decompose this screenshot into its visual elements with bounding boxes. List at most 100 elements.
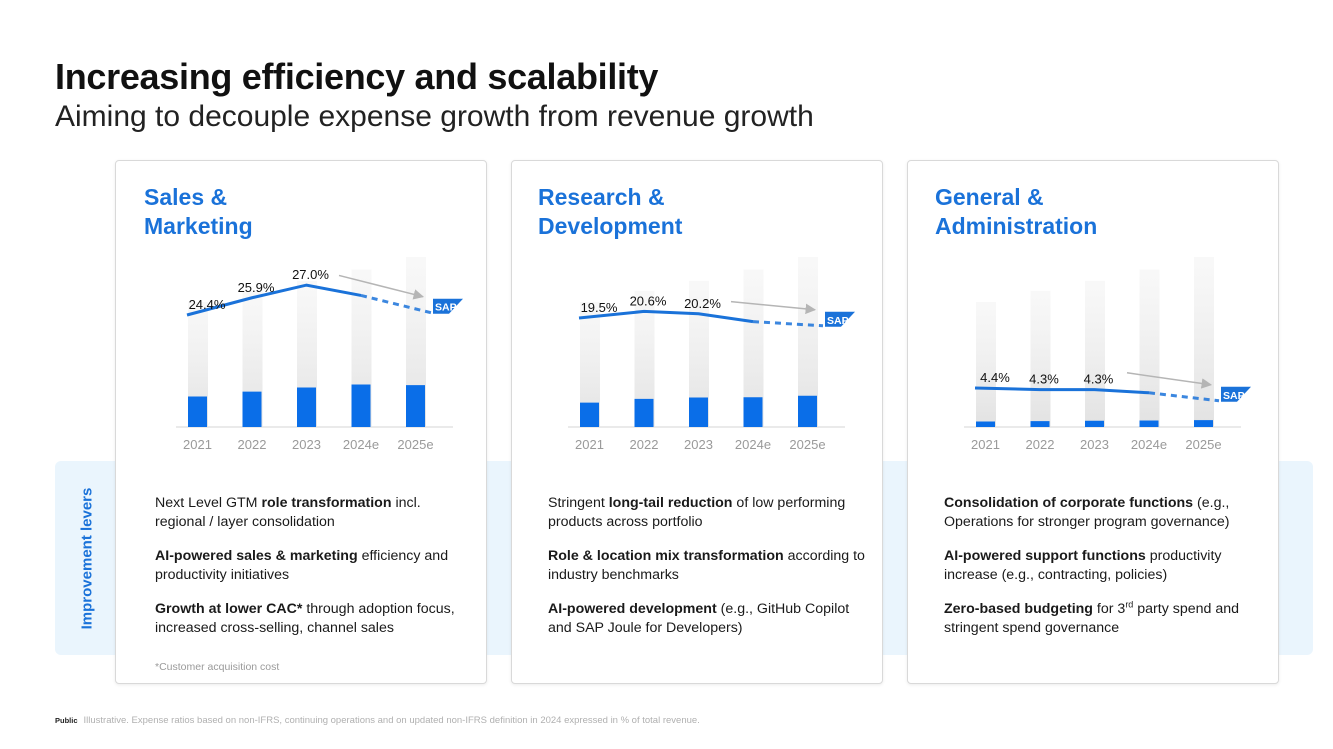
lever-item: AI-powered sales & marketing efficiency … (155, 548, 449, 583)
levers-list: Consolidation of corporate functions (e.… (944, 494, 1274, 653)
ratio-data-label: 25.9% (238, 280, 275, 295)
expense-bar (297, 387, 316, 427)
x-tick-label: 2021 (575, 437, 604, 452)
x-tick-label: 2022 (630, 437, 659, 452)
ratio-line-actual (578, 309, 754, 324)
revenue-bar (1194, 257, 1214, 427)
card-heading-line1: General & (935, 184, 1044, 210)
expense-bar (406, 385, 425, 427)
ratio-line-forecast (1148, 391, 1220, 403)
ratio-line-forecast (360, 293, 432, 315)
sap-logo-shape (1221, 386, 1251, 402)
expense-bar (1139, 420, 1159, 427)
ratio-data-label: 4.3% (1084, 372, 1114, 387)
card-research-development: Research & Development 2021 2022 2023 2024e… (511, 160, 883, 684)
x-tick-label: 2024e (1131, 437, 1167, 452)
x-tick-label: 2023 (292, 437, 321, 452)
ratio-data-label: 20.6% (630, 293, 667, 308)
sap-logo-shape (825, 311, 855, 327)
expense-bar (634, 398, 654, 427)
revenue-bar (634, 290, 655, 427)
ratio-line-actual (974, 386, 1150, 395)
lever-item: Growth at lower CAC* through adoption fo… (155, 601, 455, 636)
ratio-data-label: 4.4% (980, 370, 1010, 385)
chart-sales-marketing: 2021 2022 2023 2024e 2025e 24.4% 25.9% 27.0% SAP (176, 257, 463, 452)
expense-bar (580, 402, 599, 427)
card-heading: Sales & Marketing (144, 183, 444, 241)
x-tick-label: 2024e (735, 437, 771, 452)
expense-bar (798, 395, 817, 427)
card-heading-line2: Administration (935, 213, 1098, 239)
footnote: *Customer acquisition cost (155, 661, 280, 673)
trend-arrow (338, 274, 425, 300)
footer: Public Illustrative. Expense ratios based… (55, 715, 700, 726)
chart-research-development: 2021 2022 2023 2024e 2025e 19.5% 20.6% 20.2% SAP (568, 257, 855, 452)
lever-item: Consolidation of corporate functions (e.… (944, 495, 1230, 530)
card-sales-marketing: Sales & Marketing 2021 2022 2023 2024e 2025e… (115, 160, 487, 684)
expense-bar (242, 391, 262, 427)
ratio-data-label: 19.5% (581, 300, 618, 315)
sap-logo-text: SAP (1223, 390, 1245, 402)
revenue-bar (580, 302, 600, 427)
lever-item: Stringent long-tail reduction of low per… (548, 495, 846, 530)
sap-logo-shape (433, 298, 463, 314)
sap-logo: SAP (433, 298, 463, 314)
expense-bar (689, 397, 708, 427)
x-tick-label: 2023 (684, 437, 713, 452)
sap-logo: SAP (825, 311, 855, 327)
lever-item: Zero-based budgeting for 3rd party spend… (944, 599, 1240, 636)
chart-general-administration: 2021 2022 2023 2024e 2025e 4.4% 4.3% 4.3% SAP (964, 257, 1251, 452)
expense-bar (188, 396, 207, 427)
expense-bar (1030, 421, 1050, 427)
revenue-bar (1085, 280, 1105, 427)
card-heading-line2: Marketing (144, 213, 253, 239)
revenue-bar (1030, 290, 1051, 427)
x-tick-label: 2023 (1080, 437, 1109, 452)
ratio-data-label: 27.0% (292, 267, 329, 282)
revenue-bar (798, 257, 818, 427)
lever-item: AI-powered development (e.g., GitHub Cop… (548, 601, 850, 636)
expense-bar (976, 421, 995, 427)
expense-bar (1194, 420, 1213, 427)
x-tick-label: 2025e (789, 437, 825, 452)
x-tick-label: 2024e (343, 437, 379, 452)
card-heading-line1: Sales & (144, 184, 228, 210)
ratio-data-label: 20.2% (684, 296, 721, 311)
card-heading: Research & Development (538, 183, 838, 241)
x-tick-label: 2022 (1026, 437, 1055, 452)
x-tick-label: 2025e (397, 437, 433, 452)
lever-item: Role & location mix transformation accor… (548, 548, 865, 583)
ratio-line-actual (186, 283, 362, 317)
x-tick-label: 2021 (971, 437, 1000, 452)
x-tick-label: 2025e (1185, 437, 1221, 452)
improvement-levers-label: Improvement levers (55, 461, 119, 655)
levers-list: Stringent long-tail reduction of low per… (548, 494, 868, 653)
footer-note: Illustrative. Expense ratios based on no… (83, 715, 700, 726)
card-heading-line2: Development (538, 213, 683, 239)
card-heading: General & Administration (935, 183, 1235, 241)
sap-logo-text: SAP (435, 302, 457, 314)
card-general-administration: General & Administration 2021 2022 2023 202… (907, 160, 1279, 684)
levers-list: Next Level GTM role transformation incl.… (155, 494, 475, 653)
revenue-bar (689, 280, 709, 427)
trend-arrow (1126, 372, 1213, 389)
ratio-data-label: 4.3% (1029, 372, 1059, 387)
sap-logo-text: SAP (827, 315, 849, 327)
lever-item: Next Level GTM role transformation incl.… (155, 495, 421, 530)
ratio-data-label: 24.4% (189, 297, 226, 312)
revenue-bar (743, 269, 764, 427)
card-heading-line1: Research & (538, 184, 665, 210)
ratio-line-forecast (752, 320, 824, 328)
page-subtitle: Aiming to decouple expense growth from r… (55, 100, 814, 133)
x-tick-label: 2022 (238, 437, 267, 452)
expense-bar (351, 384, 371, 427)
x-tick-label: 2021 (183, 437, 212, 452)
improvement-levers-text: Improvement levers (78, 487, 96, 629)
expense-bar (743, 397, 763, 427)
trend-arrow (730, 300, 817, 315)
revenue-bar (976, 302, 996, 427)
sap-logo: SAP (1221, 386, 1251, 402)
revenue-bar (188, 302, 208, 427)
revenue-bar (1139, 269, 1160, 427)
lever-item: AI-powered support functions productivit… (944, 548, 1222, 583)
